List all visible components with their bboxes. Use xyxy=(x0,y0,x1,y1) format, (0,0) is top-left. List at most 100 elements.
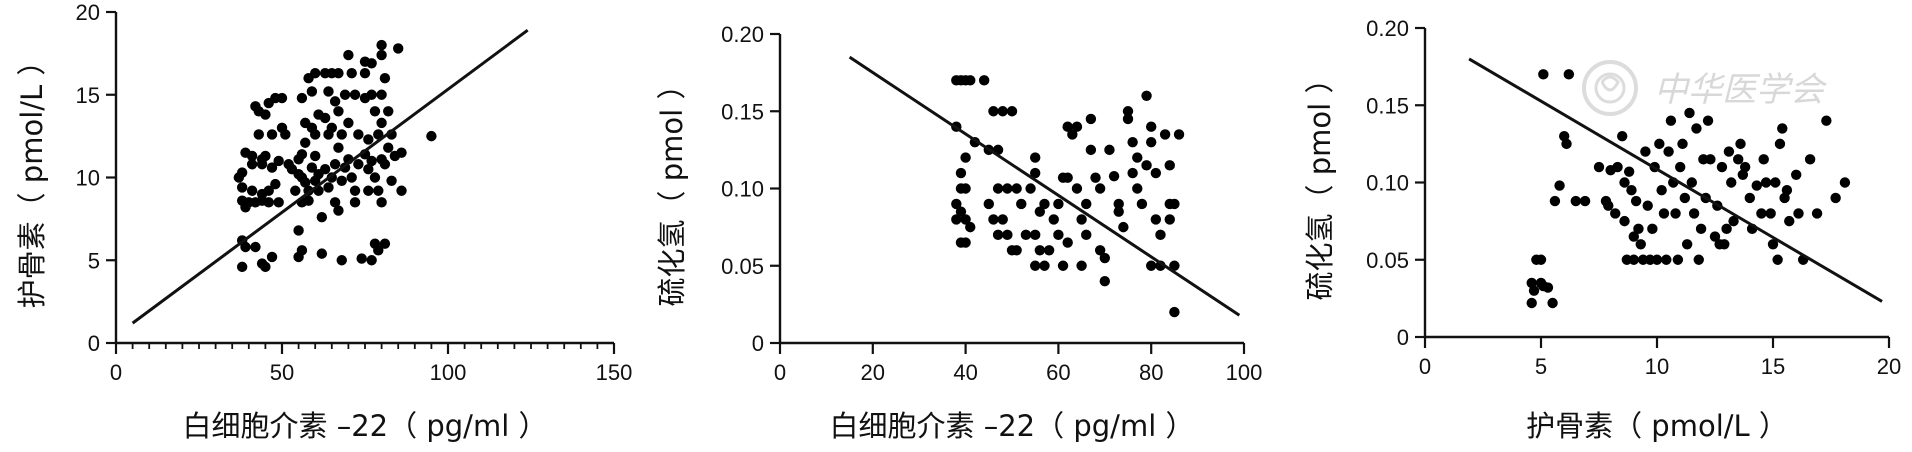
data-point xyxy=(333,68,344,79)
data-point xyxy=(1626,185,1637,196)
data-point xyxy=(366,255,377,266)
data-point xyxy=(1839,177,1851,188)
data-point xyxy=(1030,260,1041,271)
data-point xyxy=(339,89,351,100)
fit-line xyxy=(131,29,529,325)
data-point xyxy=(246,185,258,196)
data-point xyxy=(1155,229,1166,241)
y-tick-label: 0.20 xyxy=(721,22,764,47)
data-point xyxy=(319,164,331,175)
data-point xyxy=(1633,223,1644,235)
data-point xyxy=(1784,215,1795,227)
data-point xyxy=(383,106,394,117)
data-point xyxy=(1751,180,1762,191)
fit-line xyxy=(848,55,1241,317)
data-point xyxy=(426,130,437,142)
data-point xyxy=(1635,239,1646,250)
data-point xyxy=(263,197,274,208)
data-point xyxy=(1146,121,1157,132)
data-point xyxy=(343,117,354,129)
data-point xyxy=(983,198,994,210)
data-point xyxy=(379,238,391,249)
data-point xyxy=(1705,154,1716,165)
fit-line xyxy=(1468,57,1883,303)
data-point xyxy=(1661,254,1672,265)
data-point xyxy=(303,195,314,206)
data-point xyxy=(366,155,377,167)
data-point xyxy=(1127,167,1138,179)
data-point xyxy=(1570,195,1582,207)
data-point xyxy=(363,134,374,145)
y-axis-title: 硫化氢（ pmol ） xyxy=(1303,65,1337,301)
data-point xyxy=(1136,198,1148,210)
y-tick-label: 0.15 xyxy=(721,99,764,124)
data-point xyxy=(379,159,391,170)
data-point xyxy=(960,214,971,225)
data-point xyxy=(1770,177,1781,188)
data-point xyxy=(393,43,404,54)
data-point xyxy=(273,197,284,208)
data-point xyxy=(1090,172,1101,183)
data-point xyxy=(1062,121,1073,132)
data-point xyxy=(1006,106,1018,117)
data-point xyxy=(1071,121,1083,132)
data-point xyxy=(1821,115,1832,126)
data-point xyxy=(323,182,334,193)
data-point xyxy=(997,106,1008,117)
data-point xyxy=(1733,154,1744,165)
data-point xyxy=(369,106,381,117)
data-point xyxy=(260,150,271,162)
data-point xyxy=(1164,160,1175,171)
data-point xyxy=(1688,208,1700,219)
x-tick-label: 0 xyxy=(1419,354,1431,379)
data-point xyxy=(300,137,311,148)
y-tick-label: 0.10 xyxy=(721,177,764,202)
data-point xyxy=(353,159,364,170)
y-tick-label: 0.15 xyxy=(1366,93,1409,118)
data-point xyxy=(951,214,962,225)
data-point xyxy=(1099,252,1111,264)
data-point xyxy=(1113,206,1124,217)
data-point xyxy=(1681,239,1693,250)
data-point xyxy=(349,197,361,208)
data-point xyxy=(296,245,308,256)
x-axis-title: 白细胞介素 –22（ pg/ml ） xyxy=(830,409,1195,443)
x-tick-label: 100 xyxy=(430,360,467,385)
data-point xyxy=(1804,154,1816,165)
data-point xyxy=(333,205,344,216)
data-point xyxy=(1651,254,1663,265)
data-point xyxy=(965,221,976,233)
y-tick-label: 20 xyxy=(76,0,100,25)
data-point xyxy=(1612,161,1623,173)
x-tick-label: 20 xyxy=(861,360,885,385)
data-point xyxy=(951,198,962,210)
x-tick-label: 15 xyxy=(1761,354,1785,379)
data-point xyxy=(1723,146,1735,157)
data-point xyxy=(250,241,261,253)
data-point xyxy=(236,182,248,193)
data-point xyxy=(1647,223,1658,235)
data-point xyxy=(1665,115,1677,126)
data-point xyxy=(1702,115,1714,126)
data-point xyxy=(336,255,347,266)
data-point xyxy=(256,159,268,170)
data-point xyxy=(1549,195,1561,207)
x-tick-label: 50 xyxy=(270,360,294,385)
data-point xyxy=(960,152,971,163)
data-point xyxy=(1630,195,1642,207)
data-point xyxy=(1020,229,1032,241)
data-point xyxy=(1721,223,1732,235)
data-point xyxy=(1619,215,1630,227)
data-point xyxy=(383,142,394,153)
data-point xyxy=(376,117,387,129)
y-tick-label: 0.10 xyxy=(1366,171,1409,196)
data-point xyxy=(356,253,367,264)
watermark-text: 中华医学会 xyxy=(1654,70,1828,110)
watermark-logo: 中华医学会 xyxy=(1582,60,1828,116)
data-point xyxy=(296,149,308,160)
data-point xyxy=(1011,183,1022,194)
data-point xyxy=(1765,208,1776,219)
data-point xyxy=(1062,172,1073,183)
data-point xyxy=(1691,123,1702,134)
